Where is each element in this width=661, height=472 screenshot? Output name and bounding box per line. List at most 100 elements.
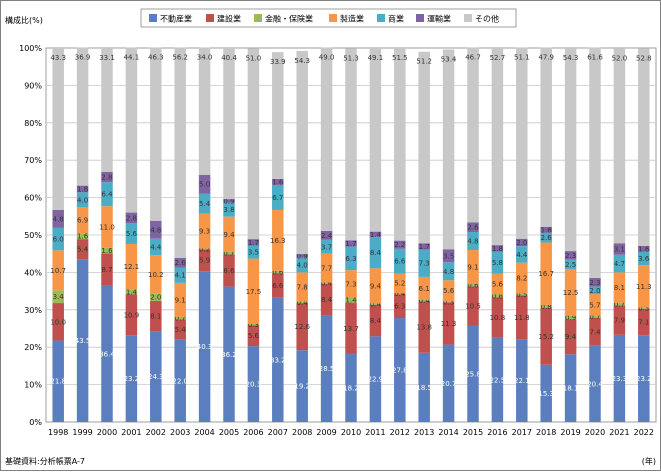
bar-segment xyxy=(442,49,455,250)
data-label: 51.3 xyxy=(343,54,359,62)
bar-segment xyxy=(150,220,162,239)
data-label: 52.0 xyxy=(612,55,628,63)
bar-segment xyxy=(467,232,479,250)
bar-segment xyxy=(174,339,186,422)
data-label: 5.2 xyxy=(394,280,405,288)
bar-segment xyxy=(198,213,211,249)
data-label: 0.7 xyxy=(223,250,234,258)
data-label: 11.3 xyxy=(636,283,652,291)
data-label: 9.1 xyxy=(467,263,478,271)
y-axis-label: 構成比(%) xyxy=(5,15,43,25)
x-tick-label: 1999 xyxy=(72,428,92,437)
bar-segment xyxy=(247,239,260,246)
data-label: 4.1 xyxy=(175,272,186,280)
x-tick-label: 2000 xyxy=(97,428,117,437)
bar-segment xyxy=(247,324,260,326)
data-label: 6.3 xyxy=(394,303,405,311)
bar-segment xyxy=(101,48,113,172)
bar-segment xyxy=(418,276,430,300)
legend-swatch xyxy=(149,14,157,22)
data-label: 0.9 xyxy=(297,252,308,260)
data-label: 47.9 xyxy=(538,54,554,62)
data-label: 0.3 xyxy=(248,321,259,329)
data-label: 5.4 xyxy=(77,246,89,254)
data-label: 19.2 xyxy=(294,383,310,391)
data-label: 0.7 xyxy=(589,313,600,321)
data-label: 21.8 xyxy=(50,378,66,386)
data-label: 3.6 xyxy=(638,255,650,263)
data-label: 11.8 xyxy=(514,314,530,322)
legend-label: 不動産業 xyxy=(160,14,192,24)
bar-segment xyxy=(125,47,138,213)
bar-segment xyxy=(369,236,382,269)
bar-segment xyxy=(516,47,528,239)
data-label: 10.9 xyxy=(124,311,140,319)
data-label: 52.7 xyxy=(490,54,506,62)
bar-segment xyxy=(52,209,64,228)
data-label: 2.6 xyxy=(541,234,553,242)
data-label: 7.7 xyxy=(321,265,332,273)
x-tick-label: 2013 xyxy=(414,428,434,437)
bar-segment xyxy=(491,273,504,295)
bar-segment xyxy=(491,337,504,422)
data-label: 36.4 xyxy=(99,350,115,358)
bar-segment xyxy=(223,216,235,252)
bar-segment xyxy=(247,346,260,422)
bar-segment xyxy=(52,290,64,304)
data-label: 2.3 xyxy=(565,252,576,260)
bar-segment xyxy=(589,318,601,346)
bar-segment xyxy=(613,272,626,303)
bar-segment xyxy=(589,286,601,295)
bar-segment xyxy=(442,344,455,422)
data-label: 49.1 xyxy=(368,54,384,62)
y-tick-label: 0% xyxy=(29,418,42,427)
bar-segment xyxy=(394,292,406,295)
data-label: 9.4 xyxy=(223,231,235,239)
legend-label: 商業 xyxy=(388,14,404,24)
data-label: 3.5 xyxy=(443,252,454,260)
data-label: 40.4 xyxy=(221,54,237,62)
x-tick-label: 2012 xyxy=(390,428,410,437)
data-label: 6.3 xyxy=(345,255,356,263)
bar-segment xyxy=(272,178,284,185)
legend-label: 運輸業 xyxy=(427,14,451,24)
data-label: 7.8 xyxy=(297,283,308,291)
data-label: 23.2 xyxy=(636,375,652,383)
bar-segment xyxy=(52,340,64,422)
data-label: 13.8 xyxy=(416,324,432,332)
data-label: 24.3 xyxy=(148,373,164,381)
data-label: 2.6 xyxy=(467,224,479,232)
data-label: 1.7 xyxy=(345,240,356,248)
bar-segment xyxy=(101,206,113,248)
data-label: 8.4 xyxy=(370,317,382,325)
bar-segment xyxy=(101,171,113,183)
data-label: 4.4 xyxy=(516,251,528,259)
bar-segment xyxy=(76,207,89,234)
data-label: 53.4 xyxy=(441,55,457,63)
data-label: 4.8 xyxy=(53,215,64,223)
data-label: 1.7 xyxy=(248,239,259,247)
data-label: 51.0 xyxy=(246,54,262,62)
data-label: 1.4 xyxy=(370,231,382,239)
data-label: 3.5 xyxy=(248,249,259,257)
data-label: 9.1 xyxy=(175,296,186,304)
data-label: 22.0 xyxy=(172,377,188,385)
data-label: 8.1 xyxy=(150,312,161,320)
bar-segment xyxy=(516,295,528,340)
data-label: 2.4 xyxy=(321,232,333,240)
legend-swatch xyxy=(254,14,262,22)
data-label: 34.0 xyxy=(197,54,213,62)
bar-segment xyxy=(320,230,333,240)
bar-segment xyxy=(613,305,626,335)
bar-segment xyxy=(101,253,113,286)
bar-segment xyxy=(296,303,308,351)
data-label: 8.2 xyxy=(516,275,527,283)
data-label: 5.6 xyxy=(443,287,455,295)
y-tick-label: 40% xyxy=(24,268,42,277)
bar-segment xyxy=(150,255,162,294)
data-label: 1.6 xyxy=(272,178,284,186)
bar-segment xyxy=(198,193,211,214)
y-tick-label: 100% xyxy=(19,44,42,53)
data-label: 15.2 xyxy=(538,333,554,341)
